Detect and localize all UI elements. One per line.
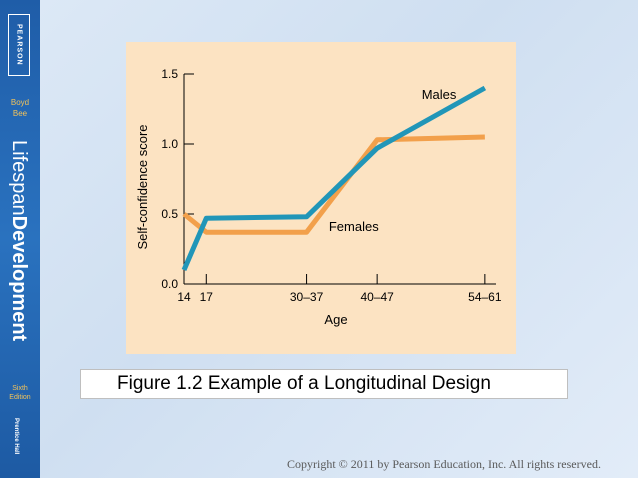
chart-panel: 0.0 0.5 1.0 1.5 14 17 30–37 40–47 54–61 Age Self-c…: [126, 42, 516, 354]
pearson-logo: PEARSON: [8, 14, 30, 76]
x-tick-label: 17: [200, 290, 214, 304]
series-line-females: [182, 134, 485, 235]
y-tick-label: 0.0: [161, 277, 178, 291]
figure-caption: Figure 1.2 Example of a Longitudinal Des…: [80, 369, 568, 399]
y-tick-label: 0.5: [161, 207, 178, 221]
author-second: Bee: [12, 109, 28, 118]
edition-word: Edition: [9, 394, 31, 401]
book-title: LifespanDevelopment: [6, 140, 32, 341]
copyright-notice: Copyright © 2011 by Pearson Education, I…: [287, 457, 601, 471]
x-tick-label: 14: [177, 290, 191, 304]
line-chart: 0.0 0.5 1.0 1.5 14 17 30–37 40–47 54–61 Age Self-c…: [135, 67, 502, 327]
x-tick-label: 30–37: [290, 290, 324, 304]
series-label-females: Females: [329, 219, 379, 234]
book-title-bold: Development: [8, 215, 30, 342]
author-first: Boyd: [10, 98, 30, 107]
imprint: Prentice Hall: [13, 418, 19, 455]
x-tick-label: 54–61: [468, 290, 502, 304]
sidebar: PEARSON Boyd Bee LifespanDevelopment Six…: [0, 0, 40, 478]
series-label-males: Males: [422, 87, 457, 102]
edition: Sixth Edition: [0, 384, 40, 402]
y-axis-label: Self-confidence score: [135, 124, 150, 249]
x-axis-label: Age: [324, 312, 347, 327]
pearson-logo-text: PEARSON: [15, 24, 23, 66]
edition-number: Sixth: [12, 385, 28, 392]
book-title-light: Lifespan: [8, 140, 30, 216]
x-tick-label: 40–47: [360, 290, 394, 304]
y-tick-label: 1.0: [161, 137, 178, 151]
y-tick-label: 1.5: [161, 67, 178, 81]
series-line-males: [181, 85, 487, 271]
